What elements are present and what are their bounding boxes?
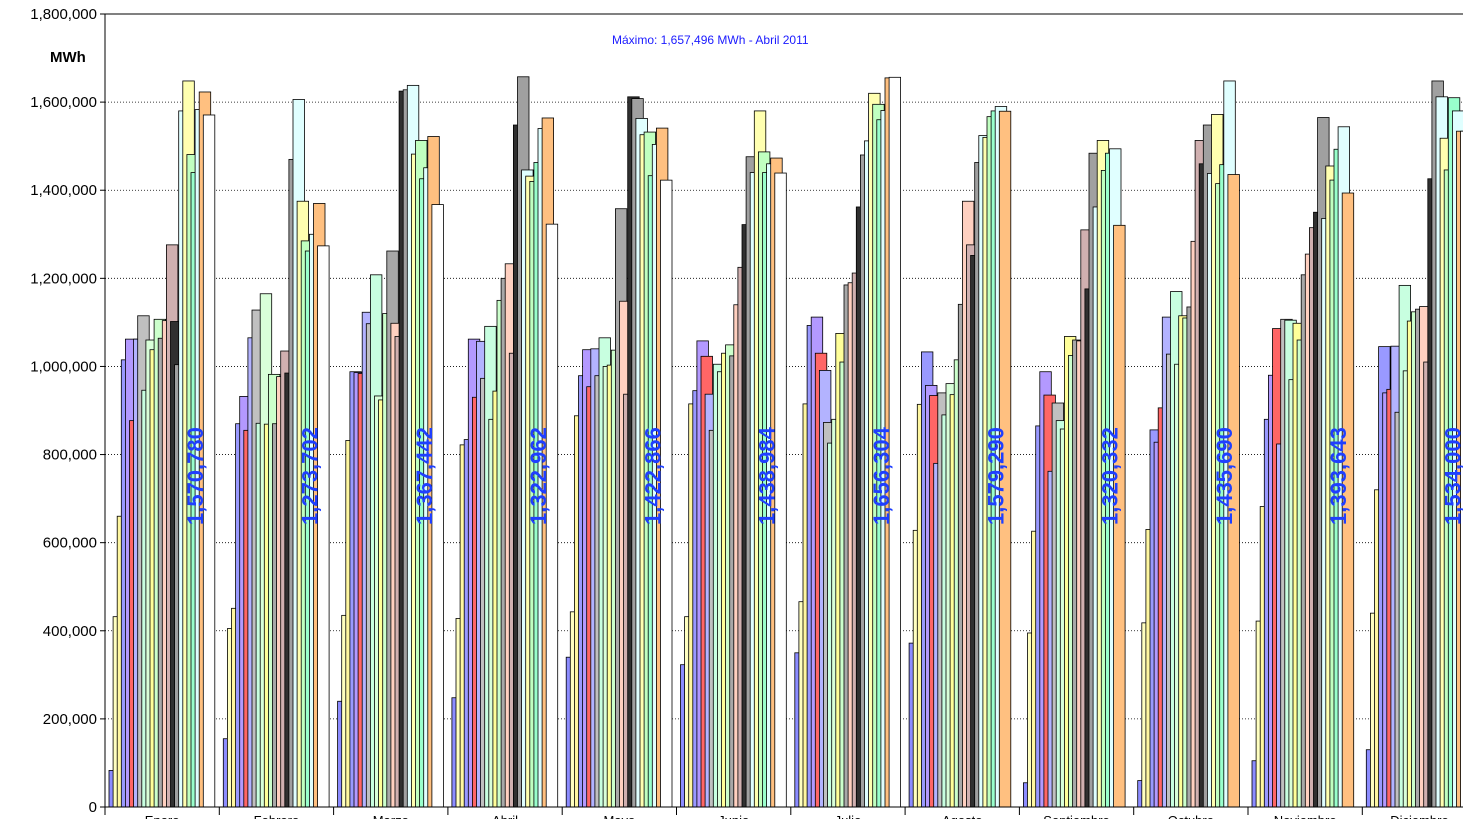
x-tick-label: Septiembre: [1043, 813, 1109, 819]
y-tick-label: 200,000: [43, 711, 97, 728]
x-tick-label: Junio: [718, 813, 749, 819]
x-tick-label: Noviembre: [1274, 813, 1337, 819]
x-tick-label: Mayo: [603, 813, 635, 819]
x-tick-label: Abril: [492, 813, 518, 819]
data-label: 1,322,962: [526, 427, 551, 525]
data-label: 1,579,290: [983, 427, 1008, 525]
data-label: 1,656,304: [869, 426, 894, 525]
y-tick-label: 800,000: [43, 447, 97, 464]
y-tick-label: 400,000: [43, 623, 97, 640]
x-tick-label: Diciembre: [1390, 813, 1449, 819]
x-tick-label: Febrero: [254, 813, 300, 819]
x-tick-label: Enero: [145, 813, 180, 819]
max-annotation: Máximo: 1,657,496 MWh - Abril 2011: [612, 33, 809, 47]
x-tick-label: Julio: [835, 813, 862, 819]
y-tick-label: 1,200,000: [30, 270, 97, 287]
y-axis-label: MWh: [50, 49, 86, 66]
y-tick-label: 1,000,000: [30, 358, 97, 375]
bar: [318, 246, 330, 807]
y-tick-label: 0: [89, 799, 97, 816]
data-label: 1,422,866: [640, 427, 665, 525]
y-tick-label: 1,800,000: [30, 6, 97, 23]
data-label: 1,320,332: [1098, 427, 1123, 525]
y-tick-label: 600,000: [43, 535, 97, 552]
data-label: 1,534,000: [1441, 427, 1463, 525]
data-label: 1,273,702: [298, 427, 323, 525]
y-tick-label: 1,400,000: [30, 182, 97, 199]
data-label: 1,438,984: [755, 426, 780, 525]
x-tick-label: Agosto: [942, 813, 982, 819]
x-tick-label: Octubre: [1168, 813, 1214, 819]
y-tick-label: 1,600,000: [30, 94, 97, 111]
data-label: 1,393,643: [1326, 427, 1351, 525]
data-label: 1,367,442: [412, 427, 437, 525]
data-label: 1,435,690: [1212, 427, 1237, 525]
x-tick-label: Marzo: [373, 813, 409, 819]
data-label: 1,570,780: [183, 427, 208, 525]
